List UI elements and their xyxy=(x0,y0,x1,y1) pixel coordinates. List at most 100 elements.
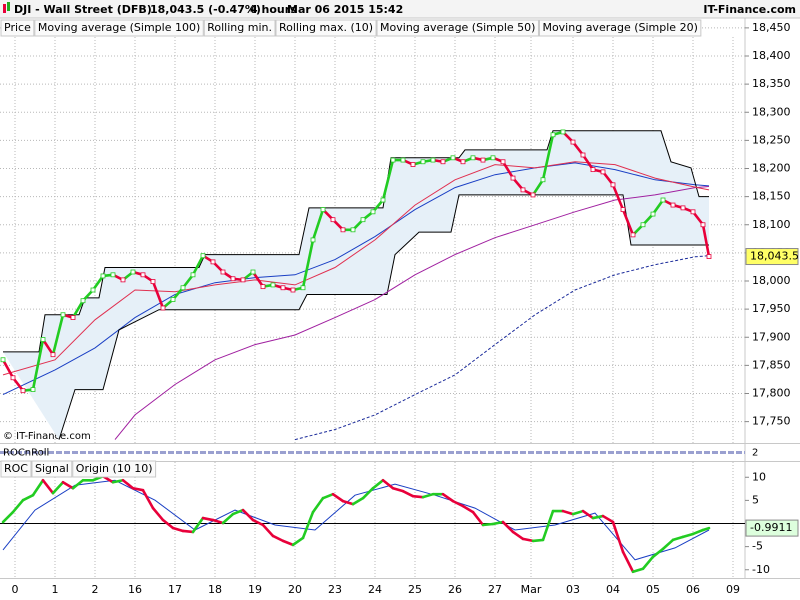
marker xyxy=(0,357,6,363)
y-tick-label: 17,850 xyxy=(752,358,791,371)
legend-box xyxy=(31,460,73,478)
segment xyxy=(651,547,665,559)
marker xyxy=(160,305,166,311)
marker xyxy=(680,205,686,211)
segment xyxy=(41,338,55,356)
series xyxy=(2,161,710,376)
segment xyxy=(31,338,45,391)
marker xyxy=(270,282,276,288)
segment xyxy=(581,153,595,171)
marker xyxy=(360,217,366,223)
header-timestamp: Mar 06 2015 15:42 xyxy=(287,3,403,16)
marker xyxy=(570,139,576,145)
watermark: © IT-Finance.com xyxy=(3,431,91,442)
legend-box xyxy=(203,19,276,37)
marker xyxy=(320,207,326,212)
marker xyxy=(690,209,696,215)
marker xyxy=(340,227,346,233)
segment xyxy=(51,480,65,495)
x-tick-label: 18 xyxy=(208,583,222,596)
segment xyxy=(71,299,85,319)
segment xyxy=(111,478,125,484)
y-tick-label: 18,250 xyxy=(752,133,791,146)
last-value-label: -0.9911 xyxy=(750,521,792,534)
segment xyxy=(421,492,435,499)
marker xyxy=(220,269,226,275)
segment xyxy=(611,183,625,211)
segment xyxy=(131,486,145,492)
segment xyxy=(661,538,675,551)
segment xyxy=(211,518,225,525)
y-tick-label: 17,750 xyxy=(752,415,791,428)
marker xyxy=(250,269,256,275)
marker xyxy=(450,155,456,161)
x-tick-label: 25 xyxy=(408,583,422,596)
marker xyxy=(370,209,376,215)
y-tick-label: 18,450 xyxy=(752,21,791,34)
header-brand: IT-Finance.com xyxy=(703,3,796,16)
legend-box xyxy=(72,460,157,478)
strip-tick-label: 2 xyxy=(752,448,758,459)
marker xyxy=(140,272,146,278)
marker xyxy=(20,388,26,394)
marker xyxy=(500,159,506,165)
segment xyxy=(61,480,75,490)
segment xyxy=(51,313,65,356)
band-fill xyxy=(3,130,709,440)
segment xyxy=(31,478,45,497)
segment xyxy=(531,538,545,543)
marker xyxy=(150,279,156,284)
segment xyxy=(21,493,35,502)
segment xyxy=(71,478,85,490)
marker xyxy=(260,284,266,290)
segment xyxy=(581,509,595,520)
marker xyxy=(400,157,406,163)
x-tick-label: 06 xyxy=(686,583,700,596)
segment xyxy=(201,516,215,522)
header-interval: 4 hours xyxy=(250,3,297,16)
marker xyxy=(620,207,626,212)
segment xyxy=(461,504,475,514)
marker xyxy=(50,352,56,358)
legend-label: Signal xyxy=(35,462,69,475)
segment xyxy=(671,535,685,542)
marker xyxy=(670,202,676,208)
segment xyxy=(701,526,711,532)
marker xyxy=(70,315,76,320)
legend-label: Moving average (Simple 50) xyxy=(380,21,535,34)
marker xyxy=(420,159,426,165)
series xyxy=(2,162,710,396)
segment xyxy=(371,478,385,490)
segment xyxy=(591,514,605,520)
x-tick-label: 24 xyxy=(368,583,382,596)
segment xyxy=(621,550,635,574)
marker xyxy=(110,272,116,278)
segment xyxy=(301,510,315,540)
segment xyxy=(241,508,255,522)
x-tick-label: 19 xyxy=(248,583,262,596)
segment xyxy=(381,478,395,490)
marker xyxy=(640,222,646,228)
y-tick-label: 17,900 xyxy=(752,330,791,343)
marker xyxy=(530,192,536,198)
marker xyxy=(330,217,336,223)
x-tick-label: 03 xyxy=(566,583,580,596)
segment xyxy=(221,512,235,525)
segment xyxy=(411,494,425,499)
header-icon xyxy=(7,2,10,11)
series xyxy=(58,194,709,440)
marker xyxy=(240,277,246,283)
legend-box xyxy=(0,460,32,478)
segment xyxy=(491,520,505,526)
segment xyxy=(611,520,625,554)
marker xyxy=(480,157,486,163)
segment xyxy=(541,509,555,542)
marker xyxy=(130,269,136,275)
legend-box xyxy=(34,19,204,37)
series xyxy=(0,129,712,394)
marker xyxy=(460,159,466,165)
series-line xyxy=(58,194,709,440)
segment xyxy=(561,509,575,516)
marker xyxy=(390,157,396,163)
marker xyxy=(10,375,16,381)
